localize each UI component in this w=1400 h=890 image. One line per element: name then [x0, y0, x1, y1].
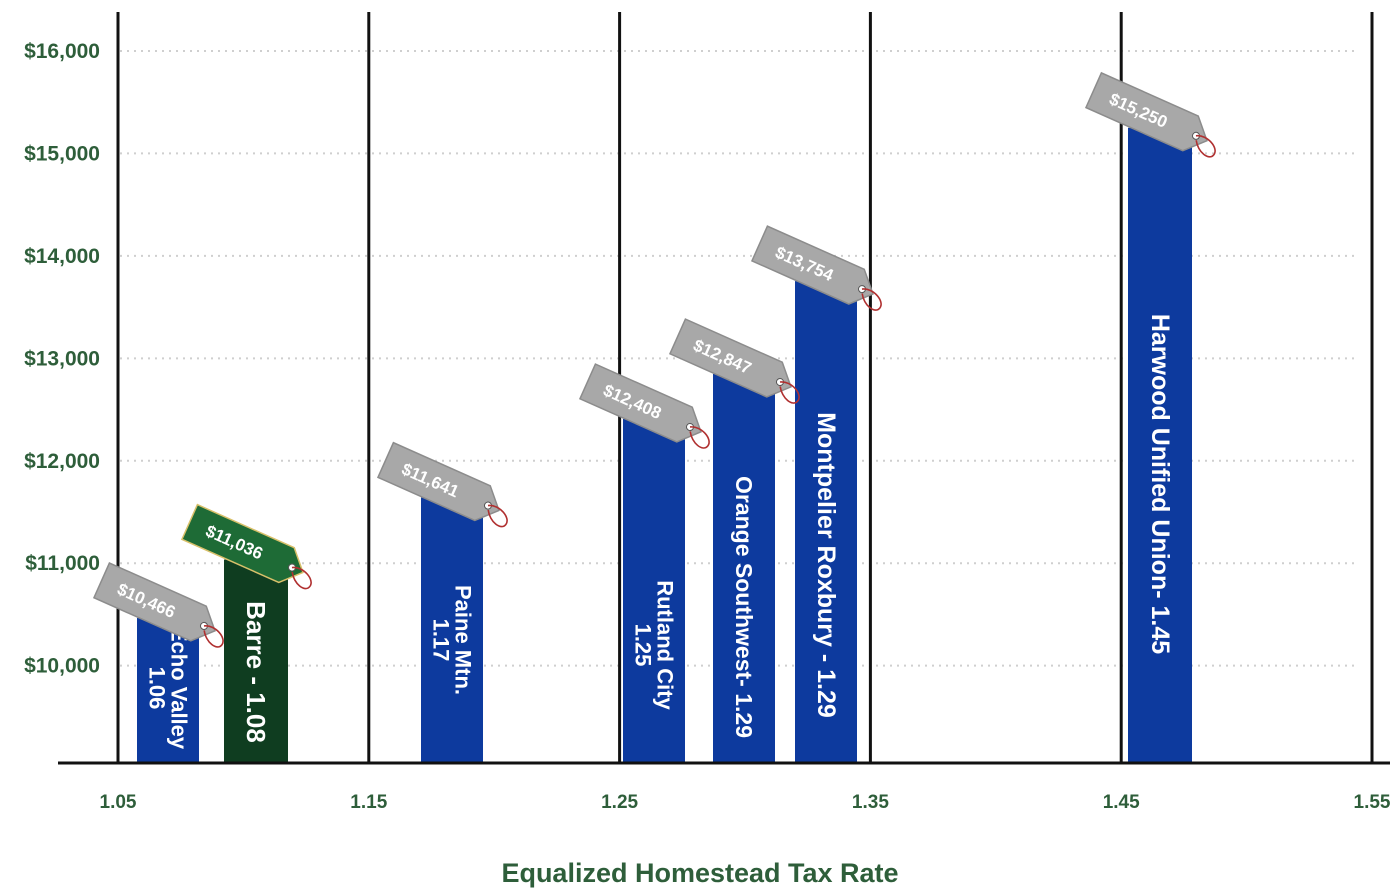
bar [623, 418, 685, 763]
price-tag-shape [750, 225, 874, 305]
bar-label-line: Harwood Unified Union- 1.45 [1146, 314, 1174, 654]
price-tag-string [779, 381, 800, 404]
bar [224, 559, 288, 763]
bar [713, 374, 775, 763]
bar-label: Paine Mtn.1.17 [429, 585, 476, 695]
price-tag-string [291, 566, 312, 590]
y-tick-labels: $10,000 $11,000 $12,000 $13,000 $14,000 $15,0… [24, 40, 100, 678]
x-tick-label: 1.35 [852, 792, 889, 813]
bar [137, 617, 199, 763]
x-tick-label: 1.55 [1354, 792, 1391, 813]
bar-label-line: Montpelier Roxbury - 1.29 [812, 412, 840, 718]
price-tag-shape [180, 503, 304, 584]
price-tag-shape [376, 441, 500, 522]
y-tick-label: $16,000 [24, 40, 100, 63]
price-tag-string [689, 426, 710, 449]
y-tick-label: $11,000 [25, 552, 100, 575]
bar-label-line: Paine Mtn. [451, 585, 476, 695]
bar [795, 281, 857, 763]
y-tick-label: $14,000 [24, 245, 100, 268]
y-tick-label: $15,000 [24, 142, 100, 165]
x-tick-label: 1.45 [1103, 792, 1140, 813]
price-tag-string [203, 625, 224, 648]
price-tag: $12,408 [578, 363, 710, 449]
price-tag-shape [92, 562, 216, 642]
price-tag-string [861, 288, 882, 311]
bar-label-line: 1.06 [145, 667, 170, 710]
y-tick-label: $13,000 [24, 347, 100, 370]
y-tick-label: $12,000 [24, 450, 100, 473]
bar [1128, 127, 1192, 763]
bar-label: Orange Southwest- 1.29 [731, 476, 757, 738]
y-tick-label: $10,000 [24, 655, 100, 678]
bar-label: Montpelier Roxbury - 1.29 [812, 412, 840, 718]
bar-label-line: Barre - 1.08 [241, 601, 271, 743]
x-tick-label: 1.05 [100, 792, 137, 813]
bar-label: Barre - 1.08 [241, 601, 271, 743]
bar-label-line: 1.17 [429, 619, 454, 662]
price-tag-shape [578, 363, 702, 443]
bar-label-line: Rutland City [653, 580, 678, 710]
price-tag: $13,754 [750, 225, 882, 311]
price-tag-string [487, 504, 508, 528]
x-axis-label: Equalized Homestead Tax Rate [501, 858, 898, 888]
x-tick-labels: 1.05 1.15 1.25 1.35 1.45 1.55 [100, 792, 1391, 813]
price-tag-string [1195, 135, 1216, 158]
price-tag-shape [668, 318, 792, 398]
bar-label-line: 1.25 [631, 624, 656, 667]
bar-label-line: Orange Southwest- 1.29 [731, 476, 757, 738]
bar-label-line: Echo Valley [167, 627, 192, 750]
x-tick-label: 1.15 [350, 792, 387, 813]
bar [421, 497, 483, 763]
bar-label: Harwood Unified Union- 1.45 [1146, 314, 1174, 654]
price-tag-shape [1084, 71, 1208, 152]
x-tick-label: 1.25 [601, 792, 638, 813]
